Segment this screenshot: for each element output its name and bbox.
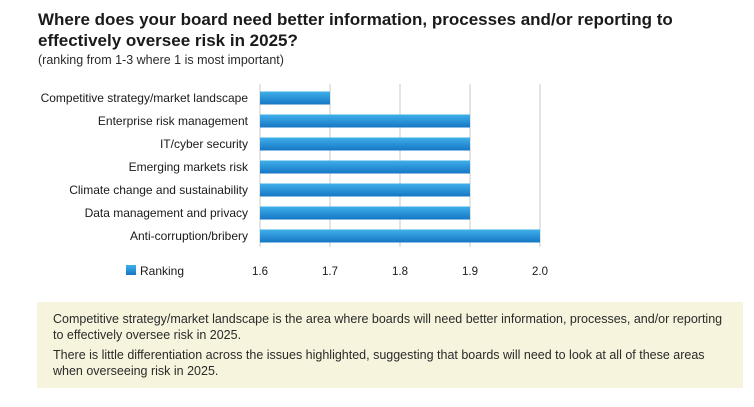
x-tick-label: 1.8 <box>392 266 408 278</box>
category-label: Anti-corruption/bribery <box>130 229 248 243</box>
category-label: Emerging markets risk <box>129 160 249 174</box>
category-labels: Competitive strategy/market landscape Ent… <box>41 91 249 243</box>
category-label: Climate change and sustainability <box>69 183 248 197</box>
bar <box>260 114 470 128</box>
bar <box>260 91 330 105</box>
category-label: Data management and privacy <box>85 206 248 220</box>
bars <box>260 91 540 243</box>
chart-title: Where does your board need better inform… <box>38 10 673 50</box>
bar <box>260 183 470 197</box>
x-tick-label: 1.6 <box>252 266 268 278</box>
category-label: Competitive strategy/market landscape <box>41 91 249 105</box>
note-paragraph-1: Competitive strategy/market landscape is… <box>53 312 723 342</box>
bar <box>260 229 540 243</box>
bar-chart: Competitive strategy/market landscape Ent… <box>41 84 548 278</box>
bar <box>260 137 470 151</box>
insight-note: Competitive strategy/market landscape is… <box>37 302 743 388</box>
legend-swatch <box>126 265 136 275</box>
legend-label: Ranking <box>140 264 184 278</box>
x-tick-label: 1.7 <box>322 266 338 278</box>
category-label: IT/cyber security <box>160 137 248 151</box>
category-label: Enterprise risk management <box>98 114 249 128</box>
bar <box>260 206 470 220</box>
x-tick-labels: 1.6 1.7 1.8 1.9 2.0 <box>252 266 548 278</box>
note-paragraph-2: There is little differentiation across t… <box>53 348 705 378</box>
x-tick-label: 1.9 <box>462 266 478 278</box>
x-tick-label: 2.0 <box>532 266 548 278</box>
bar <box>260 160 470 174</box>
legend: Ranking <box>126 264 184 278</box>
chart-subtitle: (ranking from 1-3 where 1 is most import… <box>38 53 284 67</box>
